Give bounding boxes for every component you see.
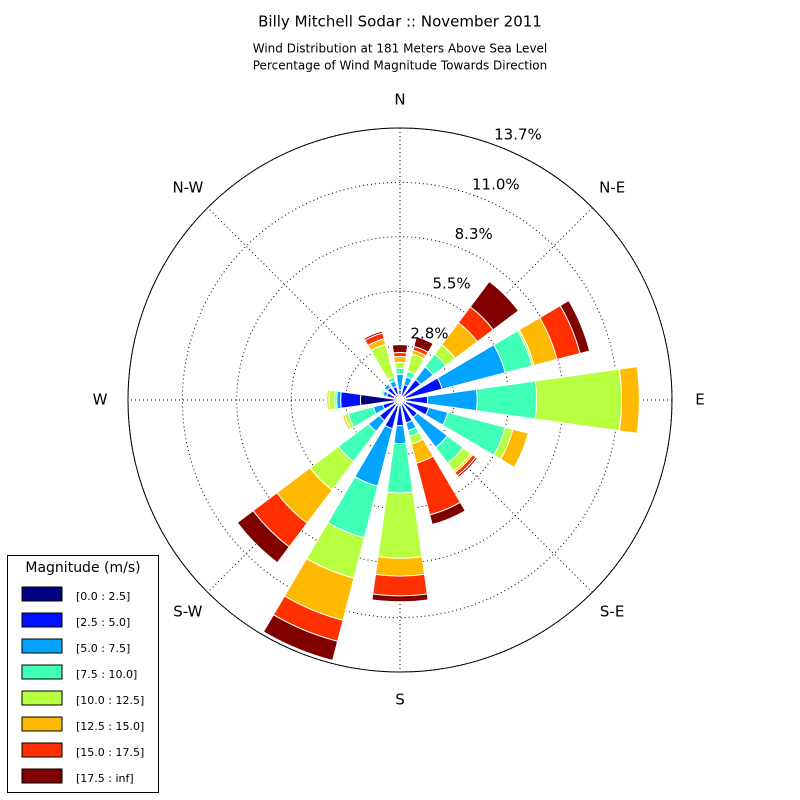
wedge-segment bbox=[475, 380, 537, 420]
wedge-segment bbox=[426, 388, 478, 412]
wedge-segment bbox=[499, 428, 529, 468]
r-tick-label: 13.7% bbox=[494, 126, 542, 144]
wedge-segment bbox=[391, 344, 409, 354]
legend-swatch bbox=[21, 586, 63, 602]
wedge-segment bbox=[386, 442, 414, 494]
r-tick-label: 11.0% bbox=[472, 175, 520, 193]
wedge-segment bbox=[469, 280, 520, 331]
chart-subtitle: Percentage of Wind Magnitude Towards Dir… bbox=[253, 59, 547, 73]
wedge-segment bbox=[618, 366, 640, 434]
grid-ring bbox=[290, 290, 510, 510]
r-tick-label: 8.3% bbox=[455, 225, 493, 243]
wedge-segment bbox=[413, 336, 434, 353]
wedge-segment bbox=[559, 299, 591, 355]
wedge-segment bbox=[395, 367, 405, 376]
wedge-segment bbox=[456, 456, 479, 479]
wedge-segment bbox=[374, 556, 426, 577]
legend-label: [15.0 : 17.5] bbox=[76, 746, 144, 759]
legend-swatch bbox=[21, 768, 63, 784]
direction-label: W bbox=[93, 391, 108, 409]
polar-frame bbox=[127, 127, 673, 673]
wedge-segment bbox=[383, 383, 392, 392]
legend-label: [17.5 : inf] bbox=[76, 772, 134, 785]
r-tick-label: 2.8% bbox=[410, 324, 448, 342]
legend-swatch bbox=[21, 690, 63, 706]
wedge-segment bbox=[262, 614, 339, 662]
wedge-segment bbox=[380, 389, 386, 397]
legend-label: [2.5 : 5.0] bbox=[76, 616, 130, 629]
wedge-segment bbox=[534, 368, 622, 432]
direction-label: S-E bbox=[600, 603, 624, 621]
legend-swatch bbox=[21, 612, 63, 628]
legend-swatch bbox=[21, 742, 63, 758]
wedge-segment bbox=[429, 501, 466, 526]
wedge-segment bbox=[328, 389, 336, 411]
wedge-segment bbox=[395, 373, 405, 391]
chart-subtitle: Wind Distribution at 181 Meters Above Se… bbox=[253, 42, 548, 56]
direction-label: S bbox=[395, 691, 405, 709]
legend-label: [12.5 : 15.0] bbox=[76, 720, 144, 733]
legend-label: [10.0 : 12.5] bbox=[76, 694, 144, 707]
legend-label: [7.5 : 10.0] bbox=[76, 668, 137, 681]
direction-label: N bbox=[394, 91, 405, 109]
wedge-segment bbox=[340, 391, 362, 409]
wedge-segment bbox=[372, 573, 428, 597]
direction-label: N-W bbox=[172, 178, 203, 196]
legend-label: [5.0 : 7.5] bbox=[76, 642, 130, 655]
wedge-segment bbox=[236, 510, 290, 564]
wedge-segment bbox=[371, 593, 429, 603]
wedge-segment bbox=[341, 413, 352, 431]
direction-label: E bbox=[695, 391, 704, 409]
direction-label: N-E bbox=[599, 178, 625, 196]
wedge-segment bbox=[394, 361, 406, 370]
wedge-segment bbox=[393, 355, 407, 364]
wedge-segment bbox=[326, 389, 331, 411]
legend-title: Magnitude (m/s) bbox=[25, 560, 140, 576]
legend-label: [0.0 : 2.5] bbox=[76, 590, 130, 603]
wedge-segment bbox=[393, 424, 407, 445]
direction-label: S-W bbox=[173, 603, 202, 621]
legend-swatch bbox=[21, 664, 63, 680]
r-tick-label: 5.5% bbox=[433, 275, 471, 293]
legend-swatch bbox=[21, 638, 63, 654]
wedge-segment bbox=[363, 330, 384, 342]
chart-title: Billy Mitchell Sodar :: November 2011 bbox=[258, 13, 542, 31]
wedge-segment bbox=[377, 491, 423, 559]
legend-swatch bbox=[21, 716, 63, 732]
